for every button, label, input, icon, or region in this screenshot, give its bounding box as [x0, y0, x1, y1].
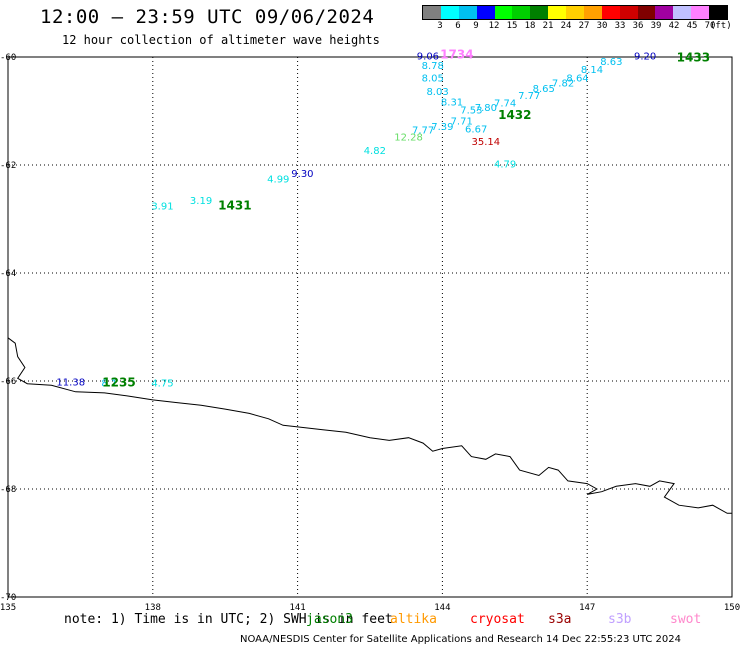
wave-height-label: 3.19 — [190, 196, 212, 207]
pass-time-label: 1235 — [102, 375, 135, 389]
pass-time-label: 1734 — [440, 48, 473, 62]
lat-tick-label: -62 — [0, 161, 16, 171]
colorbar-tick-label: 70 — [704, 21, 716, 31]
colorbar-swatch — [458, 6, 477, 19]
colorbar-swatch — [673, 6, 692, 19]
wave-height-label: 9.20 — [634, 52, 656, 63]
lat-tick-label: -68 — [0, 485, 16, 495]
colorbar-swatch — [494, 6, 513, 19]
wave-height-label: 7.77 — [412, 126, 434, 137]
colorbar-swatch — [637, 6, 656, 19]
wave-height-label: 4.79 — [494, 160, 516, 171]
colorbar-tick-label: 36 — [632, 21, 644, 31]
wave-height-label: 6.67 — [465, 125, 487, 136]
colorbar-tick-label: 42 — [668, 21, 680, 31]
wave-height-label: 7.53 — [460, 106, 482, 117]
wave-height-label: 8.65 — [533, 84, 555, 95]
satellite-altika: altika — [390, 612, 437, 627]
note-text: note: 1) Time is in UTC; 2) SWH is in fe… — [64, 612, 393, 627]
colorbar-tick-label: 15 — [506, 21, 518, 31]
colorbar-tick-label: 12 — [488, 21, 500, 31]
colorbar-tick-label: 18 — [524, 21, 536, 31]
colorbar-swatch — [548, 6, 566, 19]
wave-height-label: 9.30 — [291, 169, 313, 180]
colorbar-tick-label: 33 — [614, 21, 626, 31]
wave-height-label: 8.63 — [600, 57, 622, 68]
wave-height-colorbar — [422, 5, 728, 20]
colorbar-swatch — [476, 6, 495, 19]
wave-height-label: 7.77 — [518, 91, 540, 102]
colorbar-swatch — [691, 6, 709, 19]
map-title: 12:00 — 23:59 UTC 09/06/2024 — [40, 6, 375, 28]
wave-height-label: 7.74 — [494, 99, 516, 110]
wave-height-label: 8.05 — [422, 73, 444, 84]
satellite-swot: swot — [670, 612, 702, 627]
lat-tick-label: -70 — [0, 593, 16, 603]
colorbar-swatch — [423, 6, 441, 19]
map-frame — [7, 56, 733, 598]
wave-height-label: 7.80 — [475, 103, 497, 114]
colorbar-swatch — [512, 6, 531, 19]
pass-time-label: 1432 — [498, 108, 531, 122]
wave-height-label: 8.78 — [422, 61, 444, 72]
lon-tick-label: 135 — [0, 603, 16, 613]
colorbar-tick-label: 6 — [455, 21, 461, 31]
colorbar-tick-label: 45 — [686, 21, 698, 31]
wave-height-label: 9.06 — [417, 52, 439, 63]
wave-height-label: 8.14 — [581, 65, 603, 76]
satellite-s3a: s3a — [548, 612, 572, 627]
colorbar-swatch — [566, 6, 584, 19]
satellite-s3b: s3b — [608, 612, 632, 627]
lat-tick-label: -64 — [0, 269, 16, 279]
colorbar-tick-label: (ft) — [709, 21, 732, 31]
lat-tick-label: -66 — [0, 377, 16, 387]
colorbar-swatch — [619, 6, 638, 19]
pass-time-label: 1431 — [218, 198, 251, 212]
satellite-cryosat: cryosat — [470, 612, 525, 627]
wave-height-label: 3.91 — [151, 201, 173, 212]
lon-tick-label: 141 — [289, 603, 305, 613]
wave-height-label: 12.28 — [394, 133, 423, 144]
wave-height-label: 7.82 — [552, 79, 574, 90]
wave-height-label: 4.82 — [364, 146, 386, 157]
lon-tick-label: 144 — [434, 603, 450, 613]
colorbar-tick-label: 30 — [596, 21, 608, 31]
wave-height-label: 7.71 — [451, 117, 473, 128]
colorbar-tick-label: 24 — [560, 21, 572, 31]
colorbar-swatch — [655, 6, 674, 19]
wave-height-label: 8.31 — [441, 98, 463, 109]
footer-credit: NOAA/NESDIS Center for Satellite Applica… — [240, 634, 682, 645]
wave-height-label: 8.1 — [101, 378, 117, 389]
colorbar-swatch — [440, 6, 459, 19]
wave-height-label: 4.75 — [151, 378, 173, 389]
colorbar-labels: 3 6 9 12 15 18 21 24 27 30 33 36 39 42 45 70 (ft) — [422, 21, 740, 33]
colorbar-tick-label: 3 — [437, 21, 443, 31]
coastline — [7, 337, 732, 514]
note-label: note: 1) Time is in UTC; 2) SWH is in fe… — [64, 612, 393, 627]
colorbar-tick-label: 39 — [650, 21, 662, 31]
lat-tick-label: -60 — [0, 53, 16, 63]
lon-tick-label: 138 — [145, 603, 161, 613]
colorbar-tick-label: 9 — [473, 21, 479, 31]
map-subtitle: 12 hour collection of altimeter wave hei… — [62, 33, 380, 47]
satellite-jason3: jason3 — [306, 612, 353, 627]
colorbar-swatch — [709, 6, 727, 19]
lon-tick-label: 147 — [579, 603, 595, 613]
wave-height-label: 8.64 — [566, 73, 588, 84]
pass-time-label: 1433 — [677, 50, 710, 64]
lon-tick-label: 150 — [724, 603, 740, 613]
colorbar-tick-label: 27 — [578, 21, 590, 31]
colorbar-swatch — [583, 6, 602, 19]
wave-height-label: 35.14 — [472, 137, 501, 148]
wave-height-label: 7.39 — [431, 122, 453, 133]
colorbar-swatch — [601, 6, 620, 19]
colorbar-swatch — [530, 6, 549, 19]
colorbar-tick-label: 21 — [542, 21, 554, 31]
wave-height-label: 11.38 — [56, 377, 85, 388]
wave-height-label: 4.99 — [267, 174, 289, 185]
wave-height-label: 8.03 — [426, 87, 448, 98]
